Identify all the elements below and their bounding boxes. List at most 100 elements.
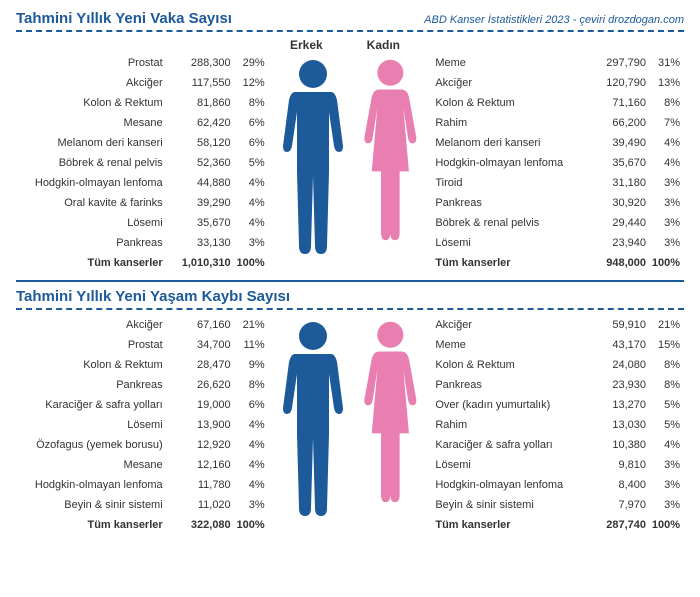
table-row: Lösemi 13,900 4% xyxy=(16,416,269,434)
male-column: Prostat 288,300 29% Akciğer 117,550 12% … xyxy=(16,54,269,272)
cancer-name: Mesane xyxy=(16,459,175,471)
cancer-name: Hodgkin-olmayan lenfoma xyxy=(16,479,175,491)
cancer-pct: 4% xyxy=(231,479,269,491)
total-label: Tüm kanserler xyxy=(431,519,590,531)
table-row: Akciğer 59,910 21% xyxy=(431,316,684,334)
table-row: Akciğer 67,160 21% xyxy=(16,316,269,334)
table-row: Hodgkin-olmayan lenfoma 11,780 4% xyxy=(16,476,269,494)
cancer-pct: 11% xyxy=(231,339,269,351)
cancer-count: 11,780 xyxy=(175,479,231,491)
cancer-count: 39,290 xyxy=(175,197,231,209)
cancer-pct: 5% xyxy=(646,399,684,411)
female-silhouette-icon xyxy=(355,56,426,242)
cancer-pct: 13% xyxy=(646,77,684,89)
cancer-count: 8,400 xyxy=(590,479,646,491)
cancer-name: Özofagus (yemek borusu) xyxy=(16,439,175,451)
section-title: Tahmini Yıllık Yeni Yaşam Kaybı Sayısı xyxy=(16,288,290,305)
cancer-pct: 4% xyxy=(231,459,269,471)
total-pct: 100% xyxy=(231,519,269,531)
cancer-count: 67,160 xyxy=(175,319,231,331)
cancer-name: Beyin & sinir sistemi xyxy=(16,499,175,511)
cancer-pct: 6% xyxy=(231,399,269,411)
cancer-name: Melanom deri kanseri xyxy=(431,137,590,149)
total-pct: 100% xyxy=(646,257,684,269)
total-row: Tüm kanserler 322,080 100% xyxy=(16,516,269,534)
table-row: Böbrek & renal pelvis 29,440 3% xyxy=(431,214,684,232)
cancer-count: 297,790 xyxy=(590,57,646,69)
cancer-pct: 6% xyxy=(231,117,269,129)
female-label: Kadın xyxy=(367,38,400,52)
cancer-count: 28,470 xyxy=(175,359,231,371)
total-count: 322,080 xyxy=(175,519,231,531)
cancer-count: 29,440 xyxy=(590,217,646,229)
silhouettes xyxy=(275,316,426,518)
gender-labels: Erkek Kadın xyxy=(6,38,684,52)
table-row: Over (kadın yumurtalık) 13,270 5% xyxy=(431,396,684,414)
cancer-name: Over (kadın yumurtalık) xyxy=(431,399,590,411)
total-label: Tüm kanserler xyxy=(431,257,590,269)
table-row: Meme 43,170 15% xyxy=(431,336,684,354)
cancer-pct: 4% xyxy=(646,439,684,451)
cancer-count: 66,200 xyxy=(590,117,646,129)
cancer-name: Akciğer xyxy=(16,319,175,331)
cancer-pct: 3% xyxy=(646,499,684,511)
cancer-name: Karaciğer & safra yolları xyxy=(16,399,175,411)
cancer-name: Böbrek & renal pelvis xyxy=(16,157,175,169)
cancer-pct: 4% xyxy=(231,177,269,189)
total-label: Tüm kanserler xyxy=(16,519,175,531)
table-row: Tiroid 31,180 3% xyxy=(431,174,684,192)
section-header: Tahmini Yıllık Yeni Yaşam Kaybı Sayısı xyxy=(16,288,684,310)
cancer-count: 12,920 xyxy=(175,439,231,451)
cancer-pct: 8% xyxy=(646,379,684,391)
cancer-pct: 4% xyxy=(646,137,684,149)
cancer-count: 81,860 xyxy=(175,97,231,109)
cancer-count: 39,490 xyxy=(590,137,646,149)
female-column: Meme 297,790 31% Akciğer 120,790 13% Kol… xyxy=(431,54,684,272)
table-row: Prostat 288,300 29% xyxy=(16,54,269,72)
cancer-pct: 5% xyxy=(646,419,684,431)
cancer-count: 58,120 xyxy=(175,137,231,149)
table-row: Mesane 62,420 6% xyxy=(16,114,269,132)
cancer-pct: 4% xyxy=(646,157,684,169)
cancer-count: 12,160 xyxy=(175,459,231,471)
cancer-count: 44,880 xyxy=(175,177,231,189)
cancer-name: Kolon & Rektum xyxy=(431,97,590,109)
cancer-name: Rahim xyxy=(431,117,590,129)
table-row: Prostat 34,700 11% xyxy=(16,336,269,354)
male-label: Erkek xyxy=(290,38,323,52)
section-divider xyxy=(16,280,684,282)
cancer-pct: 3% xyxy=(231,499,269,511)
cancer-pct: 4% xyxy=(231,439,269,451)
total-pct: 100% xyxy=(646,519,684,531)
cancer-name: Akciğer xyxy=(431,319,590,331)
cancer-pct: 7% xyxy=(646,117,684,129)
table-row: Hodgkin-olmayan lenfoma 35,670 4% xyxy=(431,154,684,172)
cancer-pct: 21% xyxy=(231,319,269,331)
cancer-pct: 3% xyxy=(646,459,684,471)
cancer-count: 13,900 xyxy=(175,419,231,431)
table-row: Kolon & Rektum 28,470 9% xyxy=(16,356,269,374)
cancer-pct: 4% xyxy=(231,197,269,209)
cancer-count: 9,810 xyxy=(590,459,646,471)
table-row: Pankreas 30,920 3% xyxy=(431,194,684,212)
total-pct: 100% xyxy=(231,257,269,269)
table-row: Akciğer 117,550 12% xyxy=(16,74,269,92)
cancer-name: Kolon & Rektum xyxy=(16,97,175,109)
cancer-pct: 3% xyxy=(231,237,269,249)
cancer-name: Pankreas xyxy=(16,237,175,249)
cancer-name: Rahim xyxy=(431,419,590,431)
cancer-count: 35,670 xyxy=(590,157,646,169)
cancer-count: 13,030 xyxy=(590,419,646,431)
cancer-count: 33,130 xyxy=(175,237,231,249)
cancer-count: 13,270 xyxy=(590,399,646,411)
cancer-pct: 15% xyxy=(646,339,684,351)
table-row: Melanom deri kanseri 58,120 6% xyxy=(16,134,269,152)
cancer-name: Beyin & sinir sistemi xyxy=(431,499,590,511)
cancer-pct: 3% xyxy=(646,237,684,249)
cancer-name: Oral kavite & farinks xyxy=(16,197,175,209)
cancer-count: 59,910 xyxy=(590,319,646,331)
cancer-count: 30,920 xyxy=(590,197,646,209)
table-row: Lösemi 23,940 3% xyxy=(431,234,684,252)
cancer-name: Lösemi xyxy=(16,419,175,431)
cancer-count: 117,550 xyxy=(175,77,231,89)
